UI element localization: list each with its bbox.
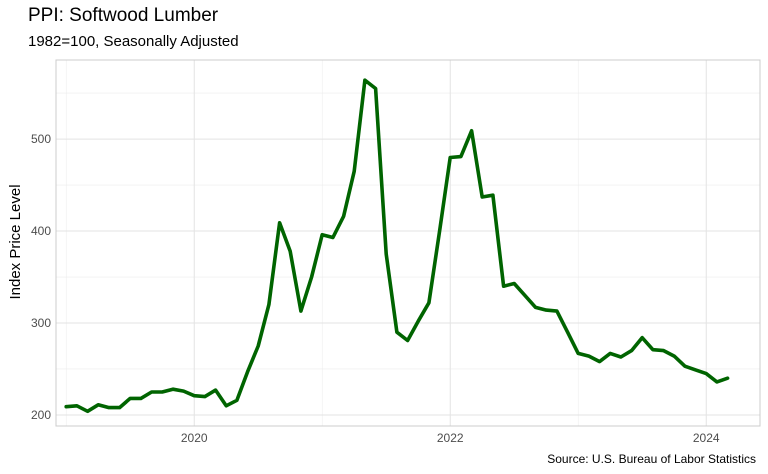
y-axis-title: Index Price Level bbox=[7, 184, 24, 299]
x-tick-label: 2022 bbox=[437, 431, 464, 445]
plot-panel-border bbox=[55, 59, 761, 427]
y-tick-label: 400 bbox=[31, 224, 51, 238]
x-tick-label: 2024 bbox=[693, 431, 720, 445]
grid bbox=[56, 60, 760, 426]
chart-caption: Source: U.S. Bureau of Labor Statistics bbox=[547, 452, 756, 466]
chart-subtitle: 1982=100, Seasonally Adjusted bbox=[28, 33, 239, 50]
series-line bbox=[64, 78, 730, 414]
y-tick-label: 200 bbox=[31, 408, 51, 422]
y-tick-label: 300 bbox=[31, 316, 51, 330]
chart-title: PPI: Softwood Lumber bbox=[28, 5, 219, 26]
y-tick-label: 500 bbox=[31, 132, 51, 146]
y-axis-ticks: 200 300 400 500 bbox=[31, 132, 51, 422]
series-group bbox=[64, 78, 730, 414]
x-tick-label: 2020 bbox=[181, 431, 208, 445]
x-axis-ticks: 2020 2022 2024 bbox=[181, 431, 720, 445]
